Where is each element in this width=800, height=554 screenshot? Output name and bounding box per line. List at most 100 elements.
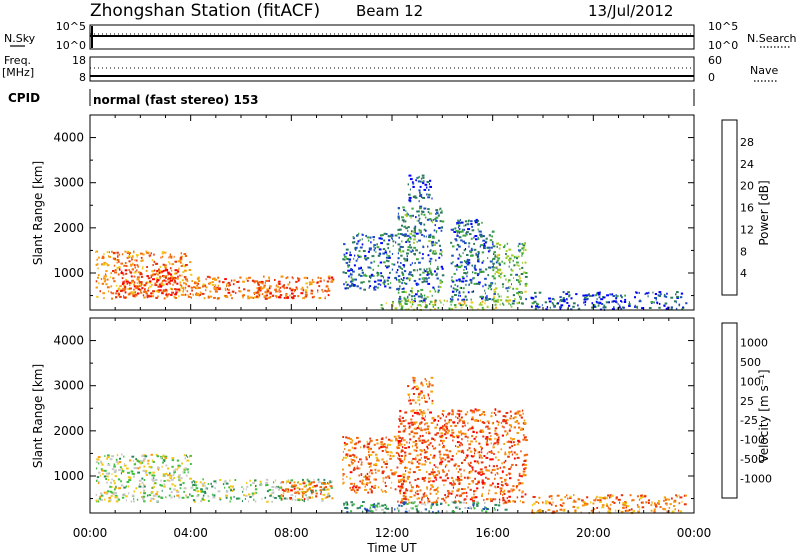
velocity-cell: [406, 466, 408, 469]
velocity-cell: [467, 429, 469, 432]
velocity-cell: [441, 457, 445, 460]
velocity-cell: [308, 481, 312, 484]
power-cell: [415, 232, 419, 235]
power-cell: [191, 289, 193, 292]
power-cell: [509, 261, 511, 264]
power-cell: [118, 293, 121, 296]
power-cell: [408, 240, 411, 243]
velocity-cell: [532, 495, 534, 498]
velocity-cell: [386, 505, 387, 508]
velocity-cell: [427, 499, 429, 502]
velocity-cell: [283, 489, 286, 492]
velocity-cell: [244, 498, 247, 500]
velocity-cell: [509, 410, 512, 413]
power-cell: [647, 295, 649, 298]
power-cell: [508, 259, 511, 262]
velocity-cell: [371, 485, 374, 488]
power-cell: [563, 300, 566, 303]
velocity-cell: [407, 446, 410, 449]
velocity-cell: [359, 458, 362, 461]
power-cell: [432, 286, 435, 289]
power-cell: [472, 290, 475, 293]
velocity-cell: [431, 399, 434, 402]
velocity-cell: [510, 437, 512, 440]
velocity-cell: [545, 511, 547, 514]
power-cell: [211, 283, 215, 286]
power-cell: [227, 288, 230, 291]
power-cell: [143, 284, 146, 287]
power-cell: [137, 292, 140, 295]
power-cell: [176, 269, 179, 272]
velocity-cell: [487, 469, 491, 472]
power-cell: [278, 296, 282, 299]
velocity-cell: [416, 446, 419, 449]
power-cell: [420, 293, 422, 296]
power-cell: [247, 297, 250, 300]
power-cell: [279, 286, 282, 289]
power-cell: [174, 260, 178, 263]
power-cell: [549, 306, 551, 309]
power-cell: [470, 247, 473, 250]
velocity-cell: [346, 511, 349, 514]
velocity-cell: [494, 427, 498, 430]
velocity-cell: [140, 491, 142, 494]
velocity-cell: [123, 493, 126, 496]
velocity-cell: [522, 412, 524, 415]
velocity-cell: [343, 502, 346, 505]
power-cell: [373, 260, 375, 263]
velocity-cell: [428, 510, 430, 513]
velocity-cell: [369, 437, 372, 440]
power-cell: [470, 279, 473, 282]
velocity-cell: [193, 500, 196, 503]
power-cell: [454, 265, 458, 268]
velocity-cell: [282, 492, 285, 495]
power-cell: [435, 209, 439, 212]
velocity-cell: [601, 504, 605, 507]
velocity-cell: [294, 484, 297, 487]
power-cell: [437, 291, 440, 294]
power-cell: [127, 288, 130, 290]
velocity-cell: [678, 494, 680, 497]
velocity-cell: [443, 484, 445, 487]
power-cell: [101, 255, 105, 258]
power-cell: [170, 273, 173, 276]
power-cell: [556, 302, 559, 305]
power-cell: [486, 295, 488, 297]
velocity-cell: [173, 488, 176, 491]
power-cell: [420, 180, 423, 183]
velocity-cell: [485, 498, 489, 501]
power-cell: [150, 276, 152, 279]
power-cell: [465, 272, 468, 275]
power-cell: [376, 246, 380, 249]
velocity-cell: [523, 460, 527, 462]
power-cell: [494, 300, 498, 303]
velocity-cell: [441, 479, 445, 482]
power-cell: [422, 299, 426, 302]
power-cell: [132, 262, 134, 265]
velocity-cell: [485, 456, 489, 459]
velocity-cell: [478, 442, 481, 445]
velocity-cell: [502, 484, 504, 487]
power-cell: [416, 283, 420, 286]
power-cell: [404, 298, 407, 301]
power-cell: [146, 251, 149, 254]
power-cell: [358, 232, 360, 235]
power-cell: [443, 299, 446, 302]
velocity-cell: [599, 499, 602, 502]
velocity-cell: [504, 479, 507, 482]
power-cell: [475, 218, 478, 221]
velocity-colorbar-label: Velocity [m s⁻¹]: [757, 369, 771, 462]
velocity-cell: [324, 489, 327, 491]
velocity-cell: [427, 394, 430, 397]
power-cell: [489, 260, 493, 263]
power-cell: [425, 306, 428, 309]
velocity-cell: [234, 479, 237, 481]
power-cell: [252, 297, 255, 299]
velocity-cell: [400, 455, 403, 457]
power-cell: [142, 294, 145, 297]
power-cell: [164, 275, 167, 278]
velocity-cell: [327, 494, 330, 497]
velocity-cell: [359, 480, 361, 483]
power-cell: [414, 262, 416, 265]
velocity-cell: [425, 456, 428, 458]
